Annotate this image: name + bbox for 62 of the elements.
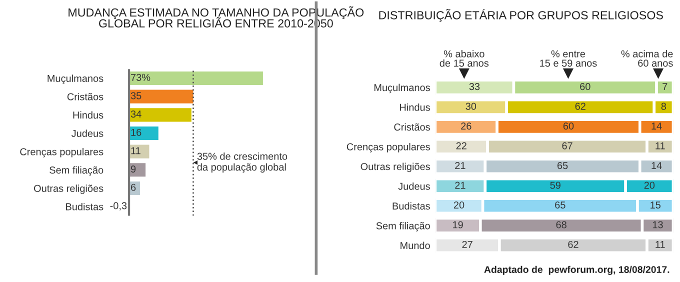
- text: Adaptado de pewforum.org, 18/08/2017.: [484, 266, 670, 275]
- data-label: 6: [131, 184, 136, 191]
- data-label: 30: [466, 102, 476, 110]
- bar: [129, 71, 263, 86]
- data-label: 8: [661, 102, 666, 110]
- y-tick-label: Hindus: [73, 111, 104, 119]
- y-tick-label: Muçulmanos: [48, 74, 104, 84]
- bar: [129, 90, 194, 104]
- data-label: 11: [656, 142, 665, 150]
- y-tick-label: Muçulmanos: [374, 84, 430, 94]
- data-label: 60: [580, 83, 590, 90]
- data-label: 62: [568, 240, 578, 248]
- data-label: 65: [557, 162, 568, 170]
- y-tick-label: Crenças populares: [346, 143, 430, 152]
- chart-title: DISTRIBUIÇÃO ETÁRIA POR GRUPOS RELIGIOSOS: [379, 8, 663, 22]
- data-label: 9: [130, 166, 136, 173]
- data-label: 21: [455, 182, 466, 189]
- data-label: 33: [469, 83, 480, 90]
- bar: [129, 108, 192, 122]
- data-label: 14: [652, 162, 662, 169]
- series-label: % acima de 60 anos: [621, 50, 673, 67]
- y-tick-label: Sem filiação: [50, 166, 104, 176]
- y-tick-label: Cristãos: [67, 92, 104, 100]
- y-tick-label: Sem filiação: [376, 222, 430, 232]
- data-label: 65: [555, 201, 566, 209]
- ref-line-label: 35% de crescimento da população global: [197, 152, 288, 173]
- y-tick-label: Budistas: [392, 202, 430, 210]
- y-tick-label: Outras religiões: [360, 162, 430, 172]
- data-label: 35: [130, 92, 142, 100]
- data-label: 14: [652, 122, 662, 130]
- data-label: 67: [562, 142, 572, 150]
- data-label: 62: [575, 102, 586, 110]
- data-label: 11: [656, 241, 665, 248]
- series-label: % entre 15 e 59 anos: [540, 50, 597, 67]
- data-label: 73%: [131, 74, 150, 81]
- y-tick-label: Crenças populares: [20, 148, 104, 158]
- y-tick-label: Mundo: [400, 242, 430, 250]
- data-label: 34: [130, 110, 142, 118]
- y-tick-label: Judeus: [71, 130, 104, 137]
- data-label: 11: [131, 147, 140, 154]
- data-label: 27: [462, 240, 472, 248]
- bar: [129, 126, 158, 140]
- y-tick-label: Hindus: [400, 104, 430, 111]
- data-label: 59: [550, 182, 560, 189]
- data-label: 21: [455, 162, 466, 169]
- series-label: % abaixo de 15 anos: [440, 50, 489, 67]
- data-label: 60: [563, 122, 574, 130]
- data-label: 13: [652, 221, 663, 228]
- data-label: -0,3: [110, 202, 127, 210]
- data-label: 20: [454, 201, 464, 209]
- y-tick-label: Budistas: [66, 202, 104, 210]
- data-label: 20: [644, 182, 655, 189]
- y-tick-label: Cristãos: [394, 123, 430, 131]
- data-label: 19: [453, 221, 463, 228]
- y-tick-label: Outras religiões: [34, 184, 104, 194]
- data-label: 16: [131, 128, 142, 136]
- data-label: 7: [662, 83, 668, 90]
- data-label: 68: [556, 221, 566, 228]
- data-label: 15: [650, 202, 660, 209]
- y-tick-label: Judeus: [398, 182, 430, 190]
- data-label: 22: [456, 142, 466, 150]
- data-label: 26: [461, 122, 472, 130]
